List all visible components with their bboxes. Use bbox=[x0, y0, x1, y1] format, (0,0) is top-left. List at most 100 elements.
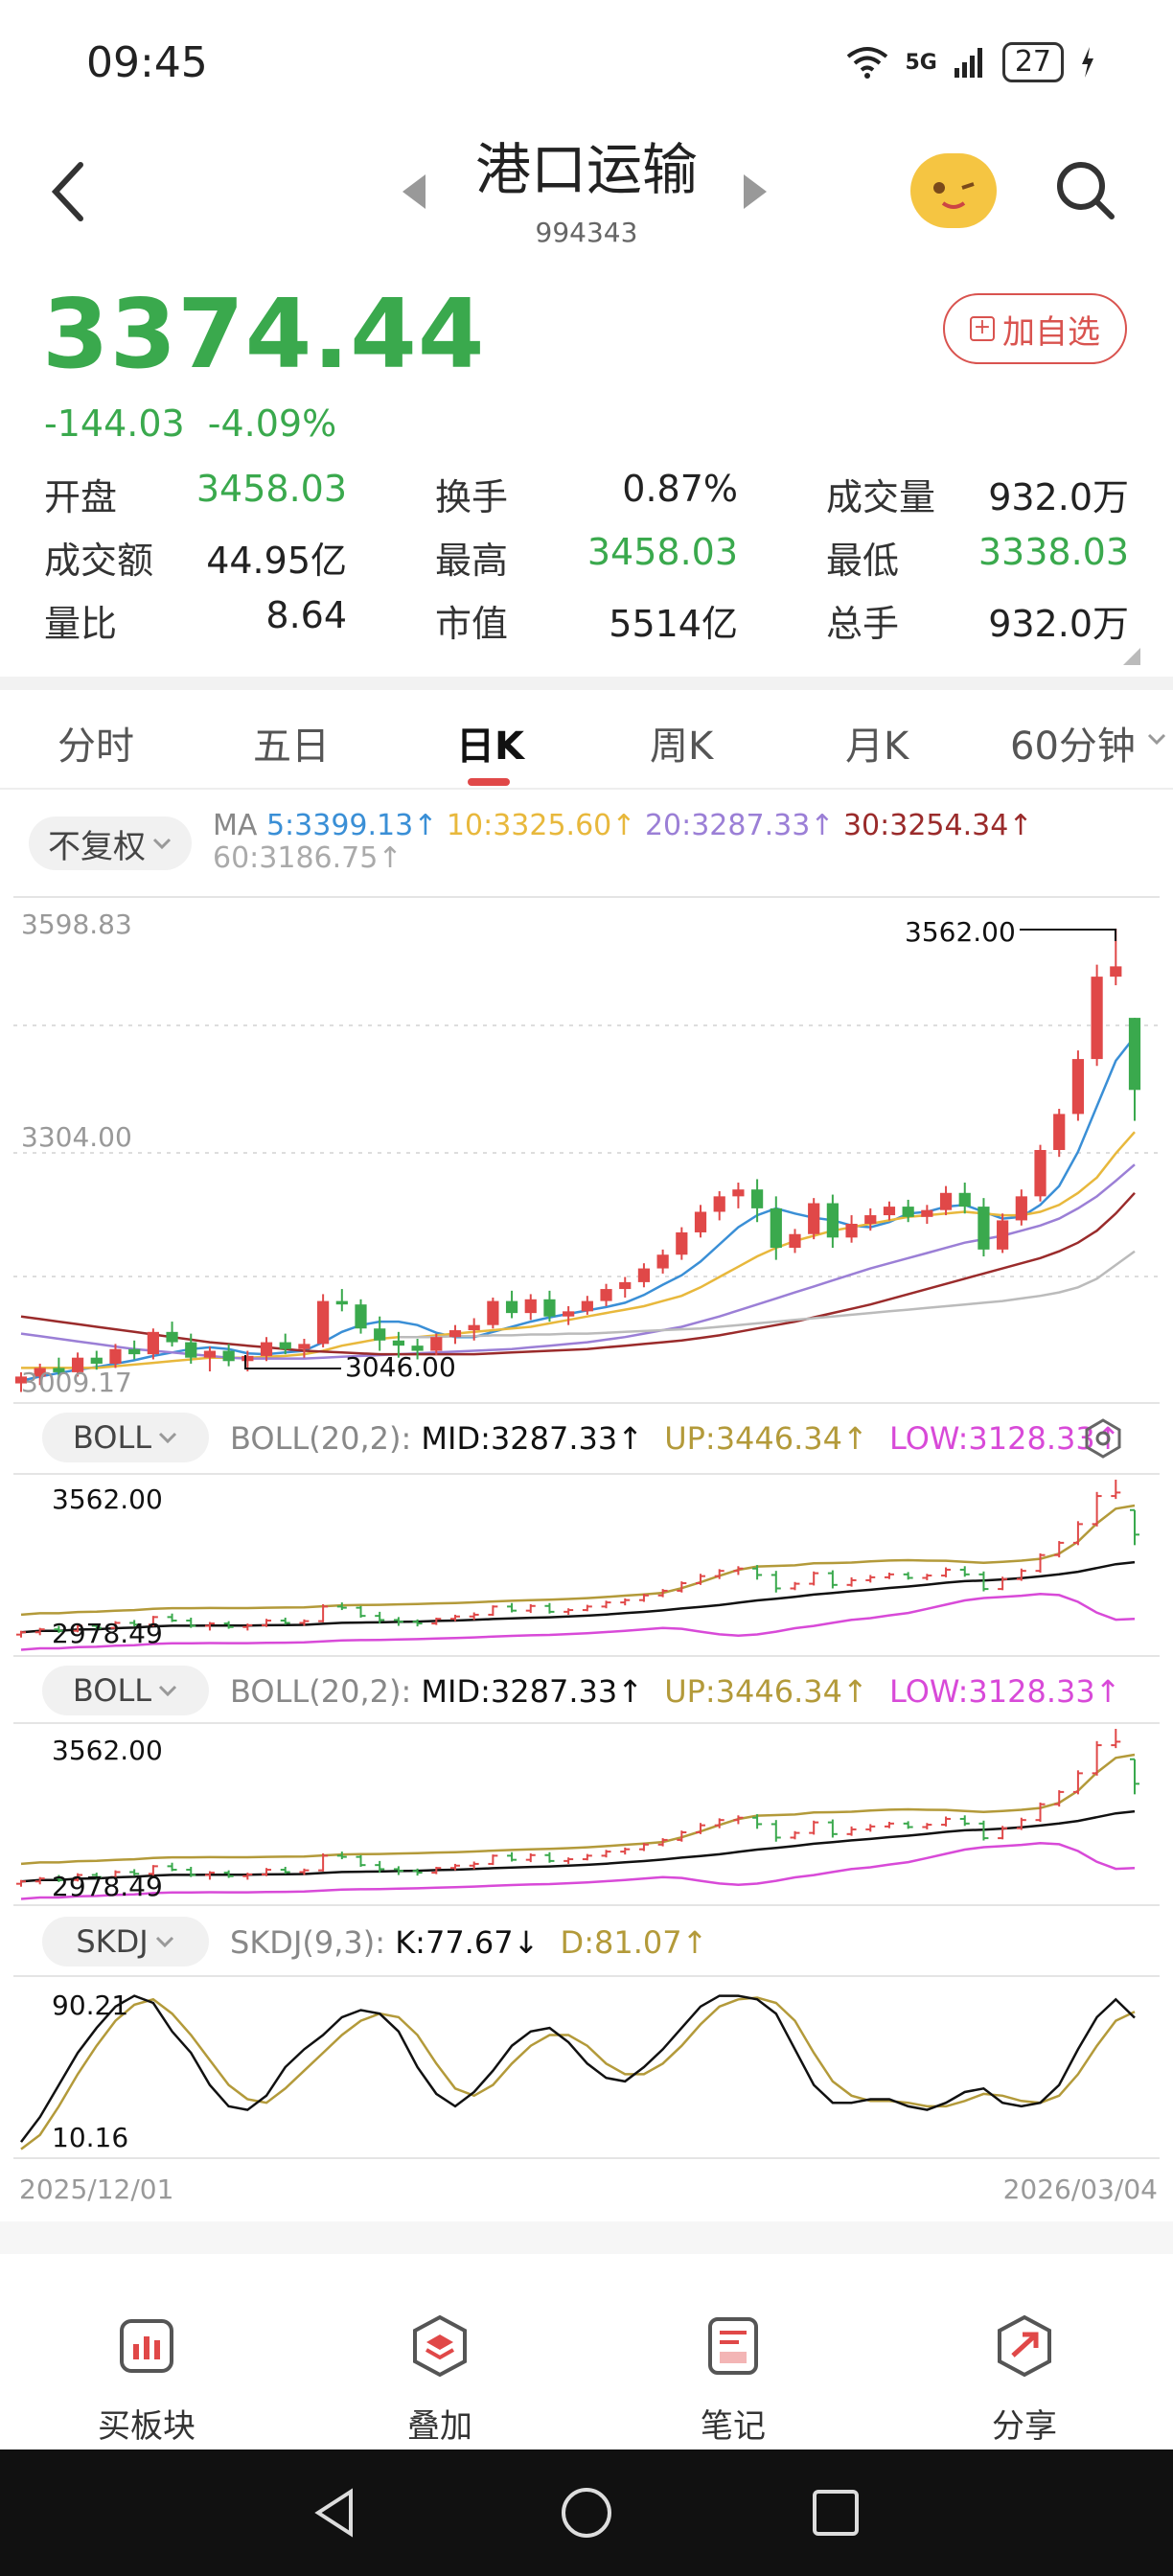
min-label-leader bbox=[244, 1355, 341, 1369]
candle-body bbox=[14, 1376, 28, 1384]
next-stock-arrow[interactable] bbox=[744, 174, 767, 209]
candle-body bbox=[374, 1328, 386, 1341]
expand-corner-icon[interactable] bbox=[1123, 648, 1140, 665]
prev-stock-arrow[interactable] bbox=[402, 174, 426, 209]
boll-mid: MID:3287.33 bbox=[421, 1420, 618, 1457]
toolbar-share-button[interactable]: 分享 bbox=[953, 2312, 1096, 2447]
toolbar-note-button[interactable]: 笔记 bbox=[661, 2312, 805, 2447]
nav-back-icon[interactable] bbox=[309, 2486, 362, 2540]
candle-body bbox=[997, 1220, 1009, 1250]
ma-legend-row1: MA 5:3399.13↑ 10:3325.60↑ 20:3287.33↑ 30… bbox=[213, 809, 1032, 842]
stat-value-volume-ratio: 8.64 bbox=[265, 594, 347, 636]
candle-body bbox=[750, 1189, 764, 1208]
share-icon bbox=[998, 2314, 1051, 2378]
boll-params: BOLL(20,2): bbox=[230, 1673, 412, 1710]
candle-body bbox=[355, 1304, 367, 1329]
indicator-selector-boll-1[interactable]: BOLL bbox=[42, 1413, 209, 1462]
stat-value-volume: 932.0万 bbox=[988, 476, 1129, 518]
ma30-value: 30:3254.34 bbox=[842, 809, 1009, 842]
boll-mid-line bbox=[20, 1809, 1136, 1883]
candle-body bbox=[939, 1192, 953, 1210]
stat-value-market-cap: 5514亿 bbox=[609, 603, 738, 645]
candle-body bbox=[392, 1340, 405, 1346]
tab-more-chevron-icon[interactable] bbox=[1146, 728, 1167, 749]
boll-legend-1: BOLL(20,2): MID:3287.33↑ UP:3446.34↑ LOW… bbox=[230, 1420, 1121, 1457]
mascot-icon[interactable] bbox=[910, 153, 997, 228]
chevron-down-icon bbox=[152, 838, 172, 850]
candle-body bbox=[1128, 1018, 1141, 1091]
boll-up: UP:3446.34 bbox=[664, 1420, 843, 1457]
status-time: 09:45 bbox=[86, 38, 208, 87]
tab-monthly-k[interactable]: 月K bbox=[845, 724, 909, 769]
boll2-axis-bottom: 2978.49 bbox=[52, 1871, 163, 1902]
indicator-selector-boll-2[interactable]: BOLL bbox=[42, 1666, 209, 1715]
boll-mid-line bbox=[20, 1560, 1136, 1634]
boll1-axis-top: 3562.00 bbox=[52, 1484, 163, 1515]
candle-body bbox=[34, 1368, 46, 1377]
stat-label-volume: 成交量 bbox=[826, 476, 936, 518]
tab-divider bbox=[0, 788, 1173, 790]
ma60-value: 60:3186.75 bbox=[213, 841, 379, 875]
candle-body bbox=[203, 1350, 217, 1358]
tab-60min[interactable]: 60分钟 bbox=[1010, 724, 1136, 769]
candle-body bbox=[694, 1211, 707, 1232]
stat-label-low: 最低 bbox=[826, 540, 900, 582]
toolbar-buy-sector-button[interactable]: 买板块 bbox=[75, 2312, 218, 2447]
stat-label-volume-ratio: 量比 bbox=[44, 603, 118, 645]
max-label-leader bbox=[1020, 929, 1116, 941]
skdj-chart[interactable]: 90.21 10.16 bbox=[0, 1974, 1173, 2162]
settings-hexagon-icon[interactable] bbox=[1081, 1416, 1125, 1460]
ma-line-5 bbox=[20, 1036, 1136, 1383]
toolbar-label: 分享 bbox=[992, 2407, 1057, 2446]
candle-body bbox=[185, 1342, 197, 1358]
status-icons: 5G 27 bbox=[845, 42, 1096, 82]
candle-body bbox=[921, 1209, 933, 1217]
boll-chart-1[interactable]: 3562.00 2978.49 bbox=[0, 1472, 1173, 1658]
ma5-arrow: ↑ bbox=[413, 809, 438, 842]
ma-lines bbox=[20, 1036, 1136, 1383]
indicator-name: SKDJ bbox=[76, 1923, 149, 1960]
candle-body bbox=[430, 1337, 443, 1351]
skdj-k-line bbox=[20, 1994, 1136, 2143]
stat-label-amount: 成交额 bbox=[44, 540, 154, 582]
adjust-mode-dropdown[interactable]: 不复权 bbox=[29, 816, 192, 870]
tab-daily-k[interactable]: 日K bbox=[456, 724, 524, 769]
candle-body bbox=[109, 1348, 122, 1364]
ma-line-10 bbox=[21, 1131, 1136, 1369]
candle-body bbox=[902, 1207, 914, 1217]
skdj-k: K:77.67 bbox=[395, 1924, 514, 1961]
candle-body bbox=[978, 1207, 990, 1250]
bottom-divider bbox=[0, 2221, 1173, 2254]
candle-body bbox=[732, 1189, 745, 1197]
stat-value-open: 3458.03 bbox=[196, 468, 347, 510]
candle-body bbox=[808, 1203, 820, 1234]
tab-weekly-k[interactable]: 周K bbox=[650, 724, 714, 769]
kline-chart[interactable]: 3598.83 3304.00 3009.17 3562.00 3046.00 bbox=[0, 891, 1173, 1409]
back-button[interactable] bbox=[42, 153, 100, 230]
note-icon bbox=[708, 2317, 758, 2375]
stat-value-amount: 44.95亿 bbox=[206, 540, 347, 582]
toolbar-label: 笔记 bbox=[701, 2407, 766, 2446]
add-watchlist-button[interactable]: + 加自选 bbox=[943, 293, 1127, 364]
indicator-selector-skdj[interactable]: SKDJ bbox=[42, 1917, 209, 1966]
candle-body bbox=[411, 1346, 424, 1351]
stat-label-turnover: 换手 bbox=[435, 476, 509, 518]
candle-body bbox=[279, 1342, 291, 1349]
toolbar-label: 叠加 bbox=[407, 2407, 472, 2446]
boll-chart-2[interactable]: 3562.00 2978.49 bbox=[0, 1721, 1173, 1907]
ma20-value: 20:3287.33 bbox=[644, 809, 811, 842]
candle-body bbox=[563, 1311, 575, 1317]
wifi-icon bbox=[847, 47, 888, 79]
tab-timeshare[interactable]: 分时 bbox=[58, 724, 134, 769]
change-percent: -4.09% bbox=[207, 402, 337, 445]
candle-body bbox=[845, 1224, 858, 1238]
nav-home-icon[interactable] bbox=[558, 2484, 615, 2542]
kline-axis-bottom: 3009.17 bbox=[21, 1367, 132, 1398]
candle-body bbox=[958, 1192, 971, 1208]
candle-body bbox=[1015, 1196, 1027, 1221]
toolbar-overlay-button[interactable]: 叠加 bbox=[368, 2312, 512, 2447]
search-icon[interactable] bbox=[1052, 157, 1119, 224]
skdj-legend: SKDJ(9,3): K:77.67↓ D:81.07↑ bbox=[230, 1924, 707, 1961]
tab-five-day[interactable]: 五日 bbox=[253, 724, 330, 769]
nav-recents-icon[interactable] bbox=[811, 2488, 861, 2538]
